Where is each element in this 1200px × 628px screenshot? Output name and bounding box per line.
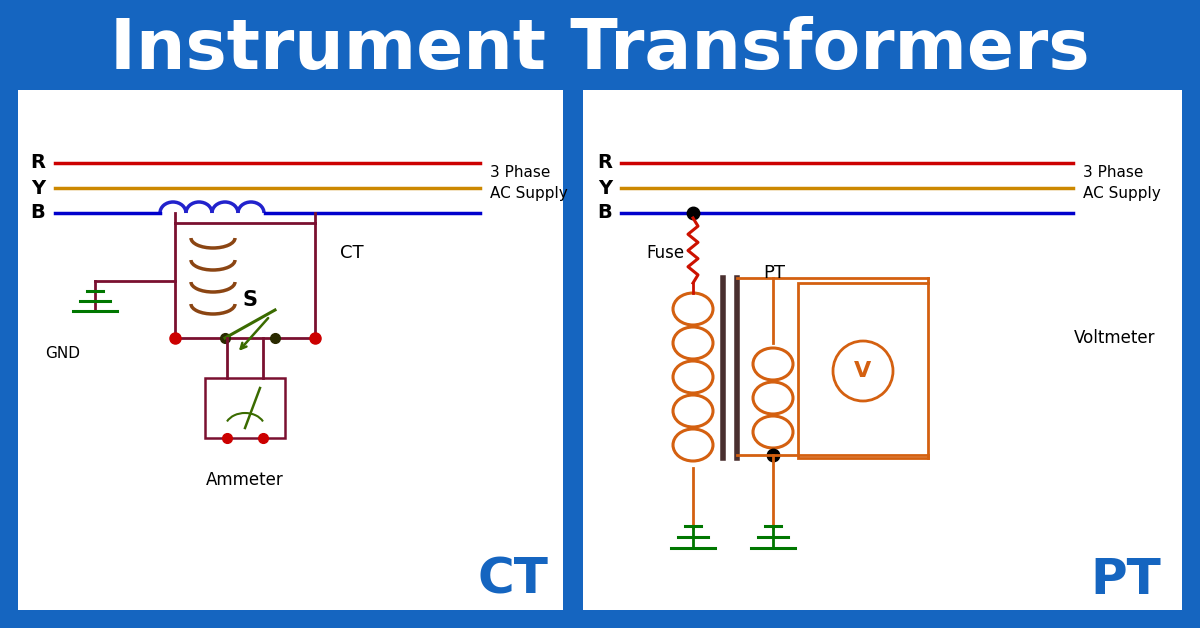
Ellipse shape [673,327,713,359]
Text: CT: CT [340,244,364,262]
Ellipse shape [754,382,793,414]
Bar [583,90,1182,610]
Text: 3 Phase
AC Supply: 3 Phase AC Supply [1084,165,1160,201]
Text: V: V [854,361,871,381]
Text: R: R [598,153,612,173]
Text: GND: GND [46,346,80,361]
Ellipse shape [673,429,713,461]
Bar [18,90,563,610]
Text: Fuse: Fuse [646,244,684,262]
Text: R: R [30,153,46,173]
Text: Ammeter: Ammeter [206,471,284,489]
Text: Voltmeter: Voltmeter [1074,329,1154,347]
Text: PT: PT [1091,556,1162,604]
Bar [205,378,286,438]
Ellipse shape [673,361,713,393]
Text: Y: Y [31,178,46,197]
Text: S: S [242,290,258,310]
Text: Y: Y [598,178,612,197]
Ellipse shape [754,416,793,448]
Ellipse shape [754,348,793,380]
Bar [798,283,928,458]
Text: B: B [598,203,612,222]
Text: 3 Phase
AC Supply: 3 Phase AC Supply [490,165,568,201]
Ellipse shape [673,293,713,325]
Circle shape [833,341,893,401]
Text: Instrument Transformers: Instrument Transformers [110,16,1090,84]
Text: CT: CT [478,556,548,604]
Text: B: B [31,203,46,222]
Text: PT: PT [763,264,785,282]
Ellipse shape [673,395,713,427]
